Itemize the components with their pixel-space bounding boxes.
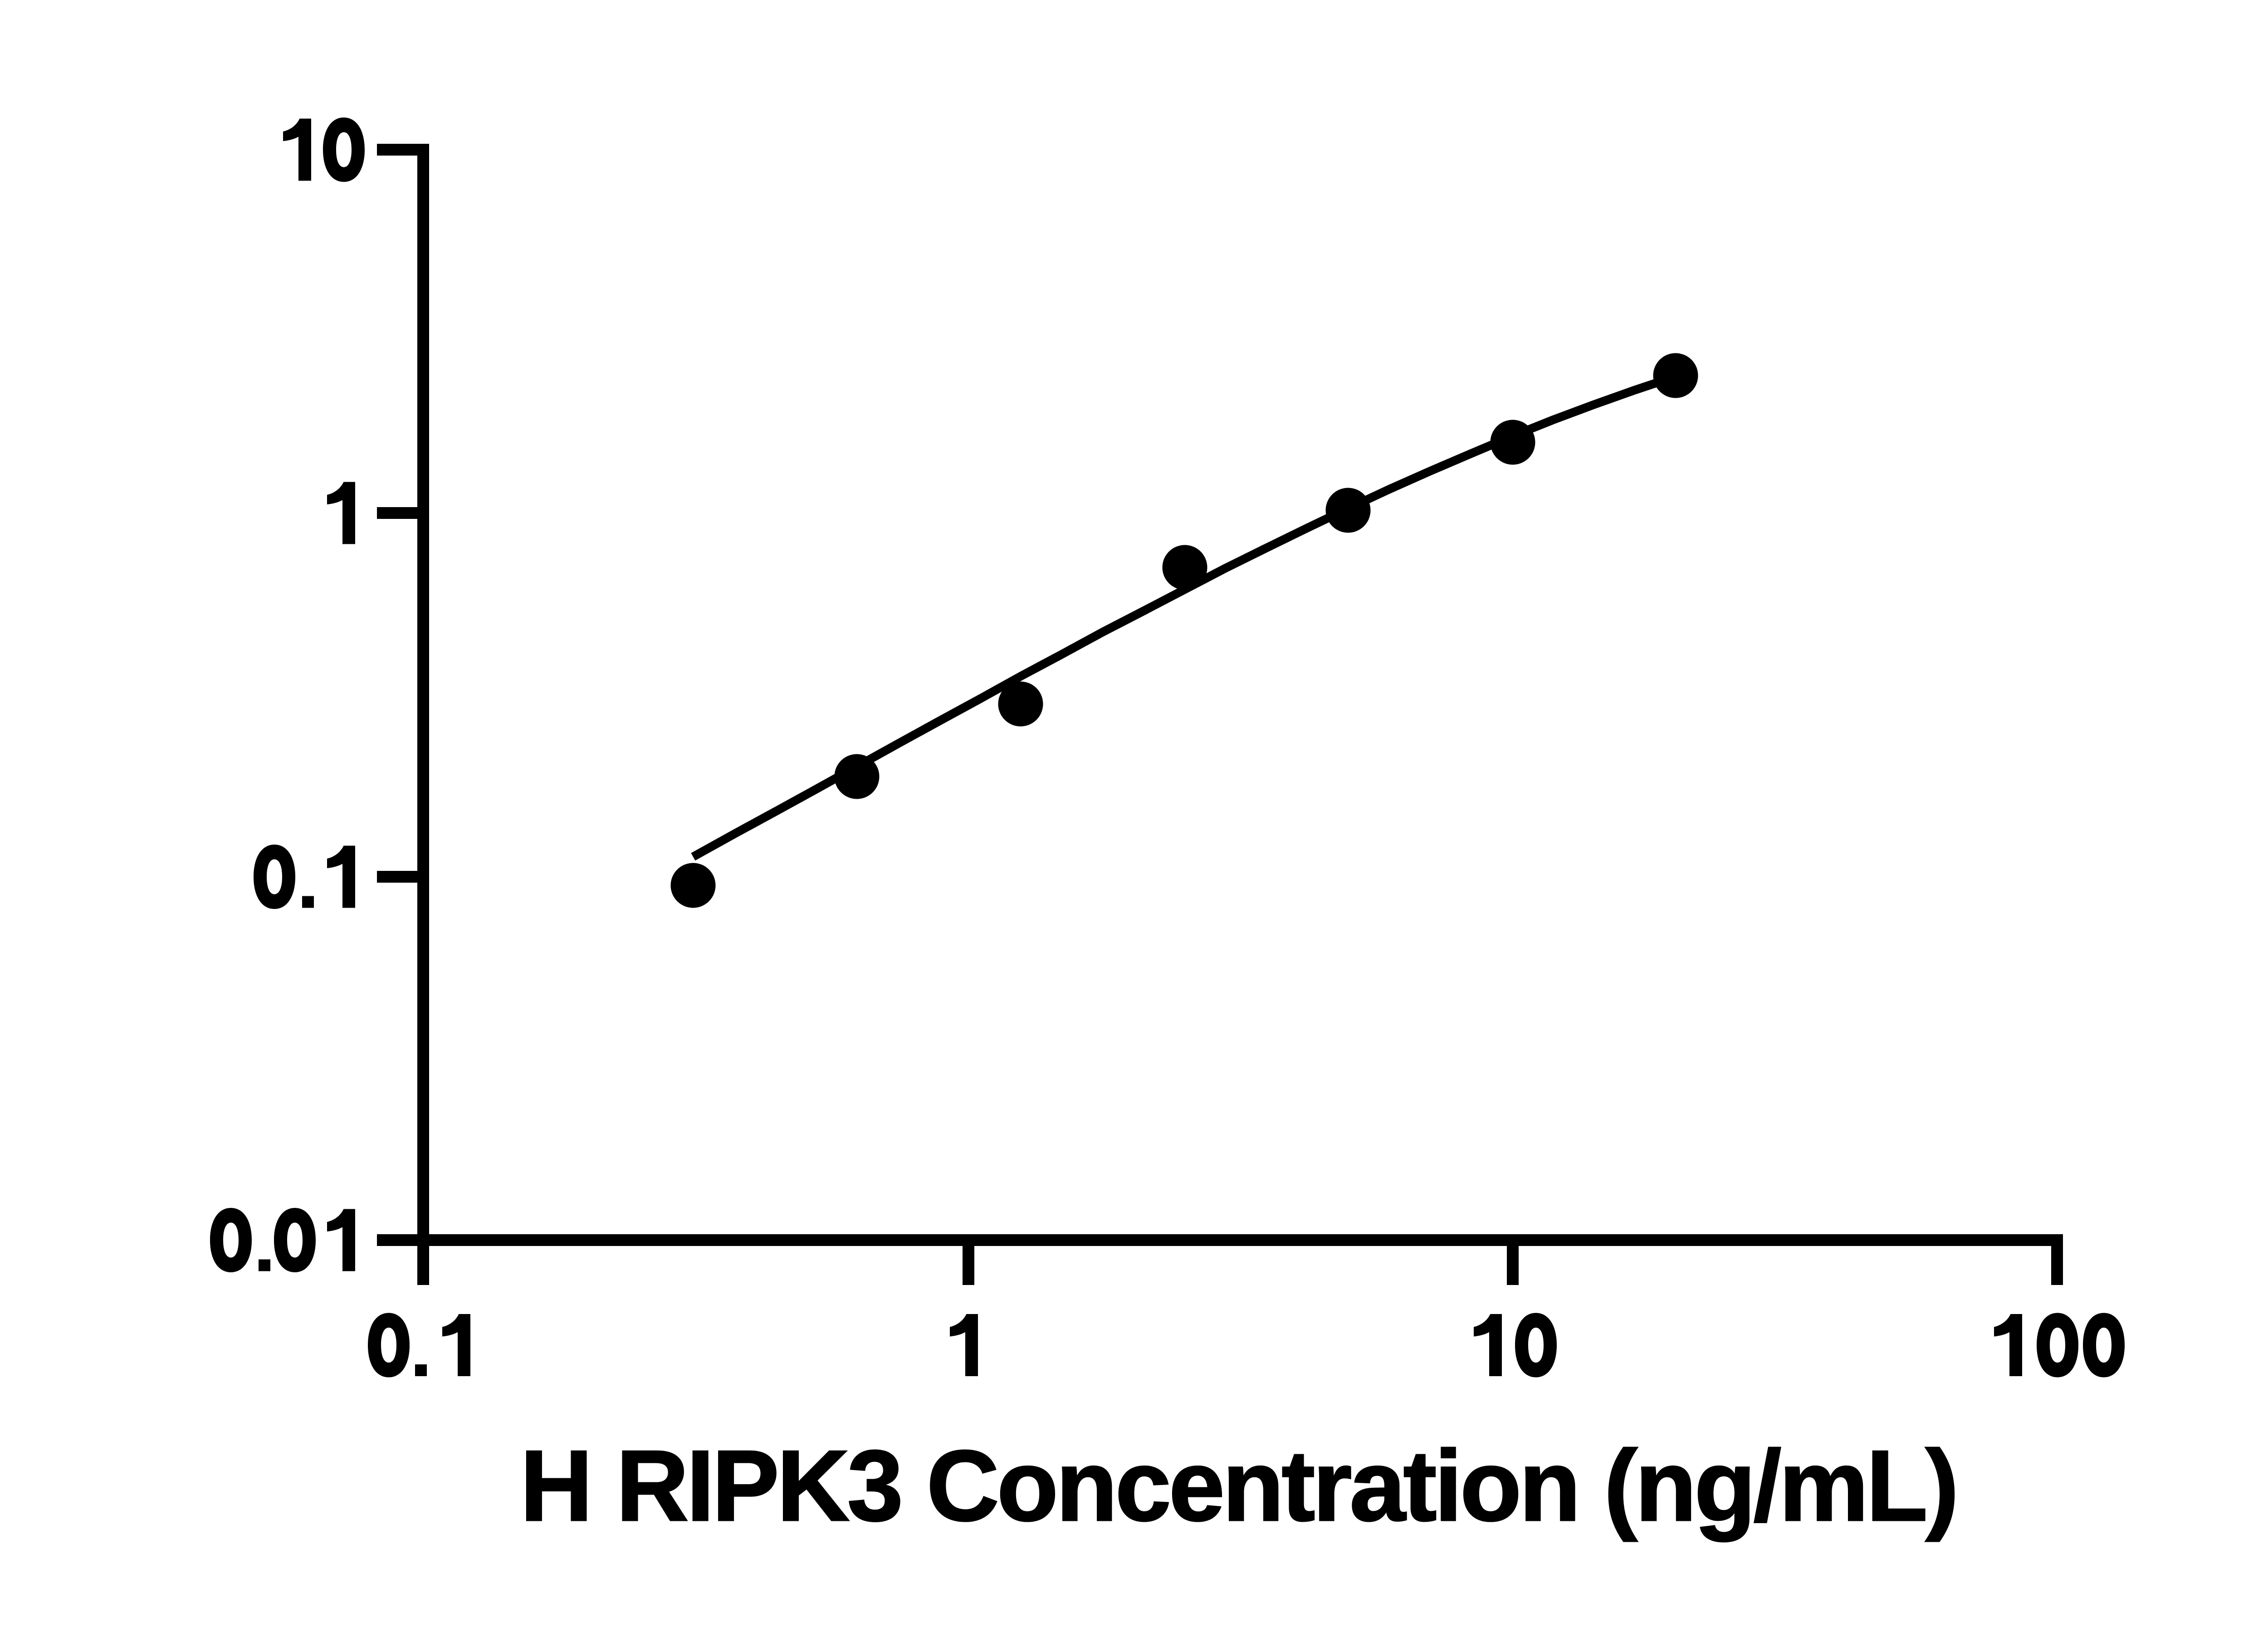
svg-text:H RIPK3 Concentration (ng/mL): H RIPK3 Concentration (ng/mL) bbox=[520, 1430, 1957, 1542]
